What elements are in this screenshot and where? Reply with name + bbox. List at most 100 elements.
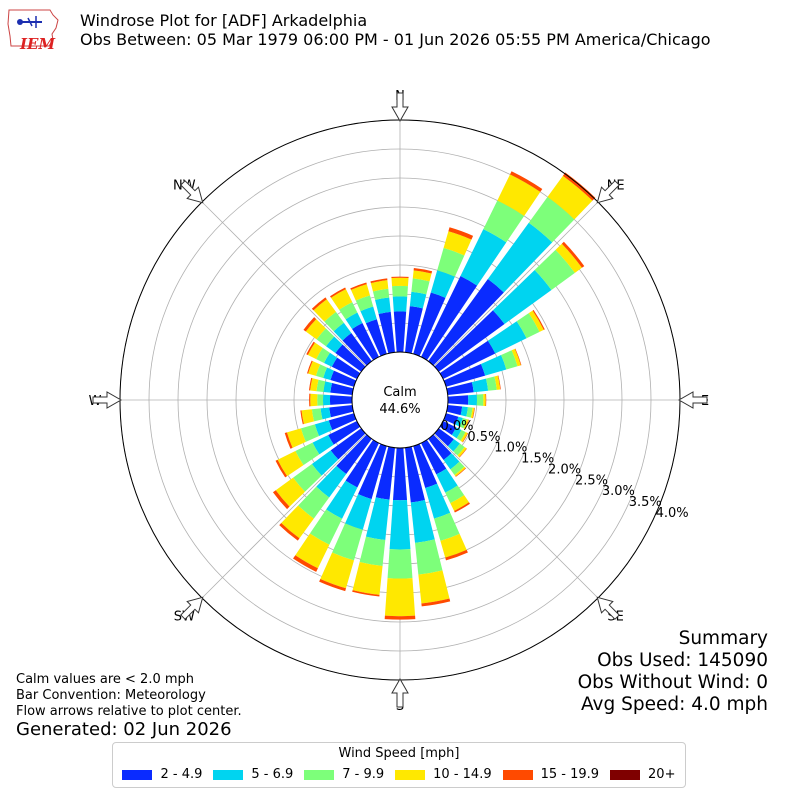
wind-bar-segment (532, 309, 545, 330)
wind-bar-segment (459, 418, 467, 429)
wind-bar-segment (329, 405, 354, 418)
wind-bar-segment (330, 287, 346, 298)
wind-bar-segment (443, 231, 472, 256)
wind-bar-segment (311, 297, 327, 311)
wind-bar-segment (330, 428, 366, 460)
wind-bar-segment (352, 561, 383, 595)
grid-spoke (433, 433, 599, 599)
legend-item: 2 - 4.9 (122, 767, 202, 782)
wind-bar-segment (483, 200, 525, 243)
wind-bar-segment (455, 416, 463, 427)
summary-obs-without-wind: Obs Without Wind: 0 (577, 672, 768, 693)
wind-bar-segment (325, 336, 343, 354)
grid-spoke (201, 201, 367, 367)
wind-bar-segment (450, 461, 465, 475)
wind-bar-segment (330, 289, 353, 310)
wind-bar-segment (342, 333, 372, 366)
wind-bar-segment (309, 393, 311, 407)
wind-bar-segment (277, 451, 304, 477)
chart-subtitle: Obs Between: 05 Mar 1979 06:00 PM - 01 J… (80, 30, 711, 49)
legend-swatch (502, 769, 533, 780)
wind-bar-segment (393, 447, 407, 501)
wind-bar-segment (301, 409, 315, 424)
wind-bar-segment (418, 570, 450, 604)
wind-bar-segment (279, 522, 300, 541)
radial-tick-label: 1.5% (521, 452, 554, 467)
wind-bar-segment (391, 276, 409, 279)
wind-bar-segment (562, 172, 596, 201)
legend-label: 2 - 4.9 (160, 767, 203, 782)
wind-bar-segment (307, 360, 313, 374)
radial-tick-label: 3.0% (602, 484, 635, 499)
wind-bar-segment (445, 549, 468, 561)
wind-bar-segment (534, 249, 575, 290)
wind-bar-segment (392, 285, 408, 297)
wind-bar-segment (409, 291, 427, 309)
wind-bar-segment (328, 421, 361, 445)
wind-bar-segment (323, 381, 333, 393)
wind-bar-segment (300, 424, 320, 442)
legend-label: 10 - 14.9 (433, 767, 492, 782)
wind-bar-segment (443, 413, 459, 425)
wind-bar-segment (333, 322, 352, 341)
legend-title: Wind Speed [mph] (338, 746, 460, 761)
wind-bar-segment (316, 465, 347, 498)
legend-label: 20+ (648, 767, 676, 782)
wind-bar-segment (514, 348, 522, 366)
legend-label: 7 - 9.9 (342, 767, 385, 782)
radial-tick-label: 0.0% (441, 419, 474, 434)
flow-arrow-icon (596, 596, 620, 620)
calm-value: 44.6% (379, 402, 420, 417)
wind-bar-segment (316, 328, 335, 347)
wind-bar-segment (365, 497, 390, 541)
wind-bar-segment (413, 268, 433, 274)
radial-tick-label: 4.0% (656, 506, 689, 521)
wind-bar-segment (483, 394, 486, 406)
wind-bar-segment (528, 196, 575, 243)
wind-bar-segment (387, 549, 413, 579)
wind-bar-segment (306, 341, 316, 356)
legend-swatch (610, 769, 641, 780)
wind-bar-segment (428, 434, 452, 460)
wind-bar-segment (436, 468, 458, 493)
wind-bar-segment (476, 394, 484, 406)
wind-bar-segment (454, 502, 470, 513)
wind-bar-segment (359, 536, 386, 566)
wind-bar-segment (375, 297, 391, 315)
wind-bar-segment (446, 382, 474, 395)
wind-bar-segment (460, 406, 468, 417)
wind-bar-segment (375, 446, 395, 500)
wind-bar-segment (319, 578, 347, 592)
radial-tick-label: 2.5% (575, 473, 608, 488)
wind-bar-segment (370, 278, 388, 284)
wind-bar-segment (315, 364, 328, 378)
wind-bar-segment (443, 453, 460, 470)
flow-arrow-icon (180, 180, 204, 204)
wind-bar-segment (465, 419, 469, 430)
wind-bar-segment (528, 310, 544, 332)
wind-bar-segment (298, 486, 330, 519)
wind-bar-segment (303, 317, 317, 332)
wind-bar-segment (329, 395, 353, 405)
wind-bar-segment (322, 394, 331, 406)
legend-item: 10 - 14.9 (395, 767, 492, 782)
summary-avg-speed: Avg Speed: 4.0 mph (580, 694, 768, 715)
iem-logo: IEM (6, 6, 62, 53)
wind-bar-segment (472, 407, 475, 419)
wind-bar-segment (358, 443, 387, 500)
wind-bar-segment (466, 407, 473, 418)
wind-bar-segment (307, 342, 323, 360)
wind-bar-segment (468, 394, 477, 406)
notes: Calm values are < 2.0 mph Bar Convention… (16, 672, 242, 720)
wind-bar-segment (312, 435, 334, 455)
wind-bar-segment (389, 499, 411, 550)
summary-heading: Summary (678, 628, 768, 649)
summary-obs-used: Obs Used: 145090 (597, 650, 768, 671)
wind-bar-segment (310, 378, 319, 392)
flow-arrow-icon (677, 391, 708, 409)
wind-bar-segment (339, 302, 358, 320)
wind-bar-segment (405, 446, 425, 503)
wind-bar-segment (332, 523, 363, 561)
calm-circle (351, 351, 449, 449)
wind-bar-segment (413, 292, 446, 357)
